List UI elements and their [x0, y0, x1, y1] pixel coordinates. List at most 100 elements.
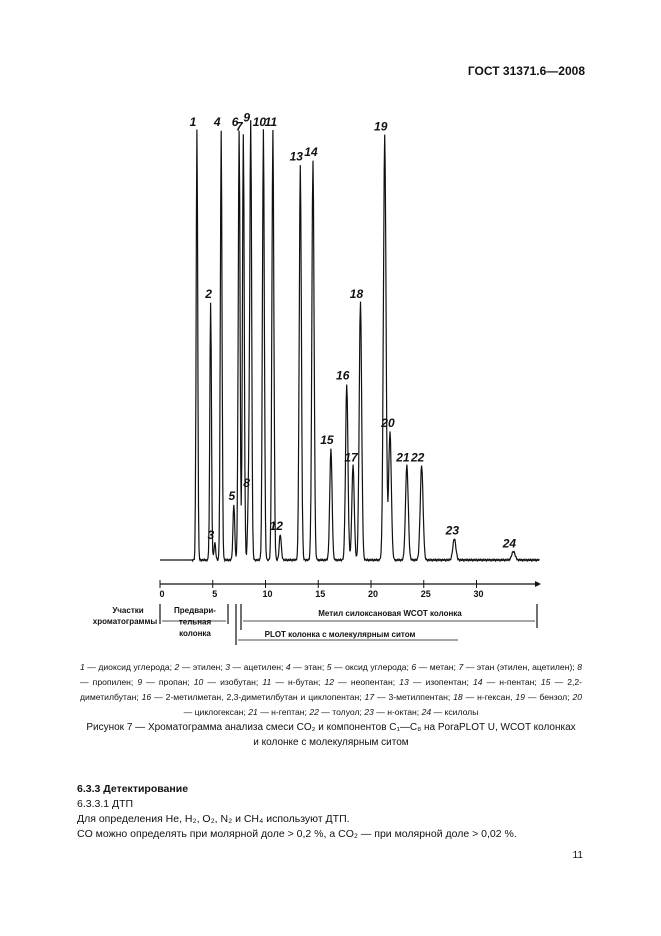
subsection-heading: 6.3.3.1 ДТП	[77, 798, 134, 810]
peak-label: 19	[374, 119, 388, 133]
peak-label: 1	[190, 115, 197, 129]
figure-legend: 1 — диоксид углерода; 2 — этилен; 3 — ац…	[80, 660, 582, 720]
peak-label: 22	[410, 450, 425, 464]
legend-text: — циклогексан;	[183, 707, 249, 717]
caption-line-2: и колонке с молекулярным ситом	[253, 737, 409, 748]
legend-text: — ацетилен;	[230, 662, 286, 672]
legend-number: 18	[453, 692, 463, 702]
peak-label: 9	[243, 111, 250, 125]
legend-number: 7	[458, 662, 464, 672]
legend-number: 13	[399, 677, 409, 687]
legend-number: 17	[364, 692, 375, 702]
peak-label: 16	[336, 369, 350, 383]
peak-label: 13	[290, 149, 304, 163]
legend-text: — н-октан;	[373, 707, 422, 717]
peak-label: 7	[236, 119, 244, 133]
region-pre-column-label: тельная	[179, 618, 212, 627]
legend-number: 3	[225, 662, 231, 672]
legend-text: — изопентан;	[408, 677, 473, 687]
legend-number: 8	[577, 662, 582, 672]
peak-label: 23	[445, 524, 460, 538]
document-id: ГОСТ 31371.6—2008	[467, 64, 585, 78]
x-tick-label: 30	[473, 589, 483, 599]
legend-text: — н-гексан,	[462, 692, 516, 702]
peak-label: 4	[213, 115, 221, 129]
legend-text: — н-пентан;	[482, 677, 541, 687]
region-pre-column-label: Предвари-	[174, 606, 216, 615]
legend-number: 14	[472, 677, 483, 687]
peak-label: 5	[229, 489, 236, 503]
legend-number: 4	[285, 662, 291, 672]
legend-number: 15	[540, 677, 551, 687]
x-tick-label: 20	[368, 589, 378, 599]
peak-label: 2	[204, 287, 212, 301]
legend-text: — пропан;	[142, 677, 194, 687]
legend-number: 6	[411, 662, 417, 672]
region-row-label: Участки	[112, 606, 143, 615]
peak-label: 18	[350, 287, 364, 301]
caption-line-1: Рисунок 7 — Хроматограмма анализа смеси …	[86, 722, 576, 733]
axis-arrow-icon	[535, 581, 541, 587]
x-tick-label: 10	[262, 589, 272, 599]
legend-text: — оксид углерода;	[331, 662, 412, 672]
legend-text: — бензол;	[524, 692, 573, 702]
legend-text: — н-бутан;	[271, 677, 325, 687]
legend-number: 2	[174, 662, 180, 672]
peak-label: 11	[265, 115, 278, 129]
legend-number: 23	[364, 707, 374, 717]
legend-number: 22	[309, 707, 319, 717]
chromatogram-trace	[160, 120, 540, 563]
legend-number: 1	[80, 662, 85, 672]
peak-label: 17	[344, 450, 359, 464]
x-tick-label: 0	[159, 589, 164, 599]
legend-text: — этилен;	[179, 662, 226, 672]
legend-text: — изобутан;	[203, 677, 263, 687]
legend-number: 5	[326, 662, 332, 672]
peak-label: 10	[253, 115, 267, 129]
legend-text: — 2-метилметан, 2,3-диметилбутан и цикло…	[151, 692, 365, 702]
x-tick-label: 15	[315, 589, 325, 599]
legend-text: — этан (этилен, ацетилен);	[463, 662, 578, 672]
peak-label: 6	[232, 115, 239, 129]
page-number: 11	[572, 850, 583, 861]
legend-text: — н-гептан;	[257, 707, 310, 717]
paragraph: CO можно определять при молярной доле > …	[77, 828, 517, 840]
legend-number: 20	[572, 692, 583, 702]
figure-caption: Рисунок 7 — Хроматограмма анализа смеси …	[80, 720, 582, 750]
legend-text: — 3-метилпентан;	[374, 692, 454, 702]
legend-number: 21	[248, 707, 258, 717]
peak-label: 14	[304, 145, 318, 159]
peak-label: 15	[320, 433, 334, 447]
region-row-label: хроматограммы	[93, 617, 158, 626]
legend-number: 12	[324, 677, 335, 687]
x-tick-label: 5	[212, 589, 217, 599]
legend-text: — метан;	[416, 662, 459, 672]
legend-number: 10	[193, 677, 204, 687]
legend-text: — ксилолы	[431, 707, 479, 717]
paragraph: Для определения He, H₂, O₂, N₂ и CH₄ исп…	[77, 813, 350, 825]
legend-text: — диоксид углерода;	[84, 662, 175, 672]
peak-label: 12	[270, 519, 284, 533]
peak-label: 8	[243, 476, 250, 490]
legend-number: 19	[515, 692, 525, 702]
legend-text: — неопентан;	[334, 677, 400, 687]
section-body: 6.3.3 Детектирование 6.3.3.1 ДТП Для опр…	[77, 782, 517, 842]
legend-text: — пропилен;	[80, 677, 138, 687]
peak-label: 3	[208, 528, 215, 542]
peak-label: 20	[380, 416, 395, 430]
legend-number: 11	[262, 677, 272, 687]
region-plot-label: PLOT колонка с молекулярным ситом	[265, 630, 416, 639]
legend-number: 9	[137, 677, 143, 687]
x-tick-label: 25	[421, 589, 431, 599]
legend-text: — толуол;	[318, 707, 365, 717]
legend-number: 16	[141, 692, 152, 702]
region-pre-column-label: колонка	[179, 629, 211, 638]
section-heading: 6.3.3 Детектирование	[77, 783, 189, 795]
legend-text: — этан;	[290, 662, 327, 672]
legend-number: 24	[421, 707, 432, 717]
peak-label: 21	[395, 450, 410, 464]
legend-text: — 2,2-диметилбутан;	[80, 677, 582, 702]
region-wcot-label: Метил силоксановая WCOT колонка	[318, 609, 462, 618]
peak-label: 24	[502, 536, 517, 550]
